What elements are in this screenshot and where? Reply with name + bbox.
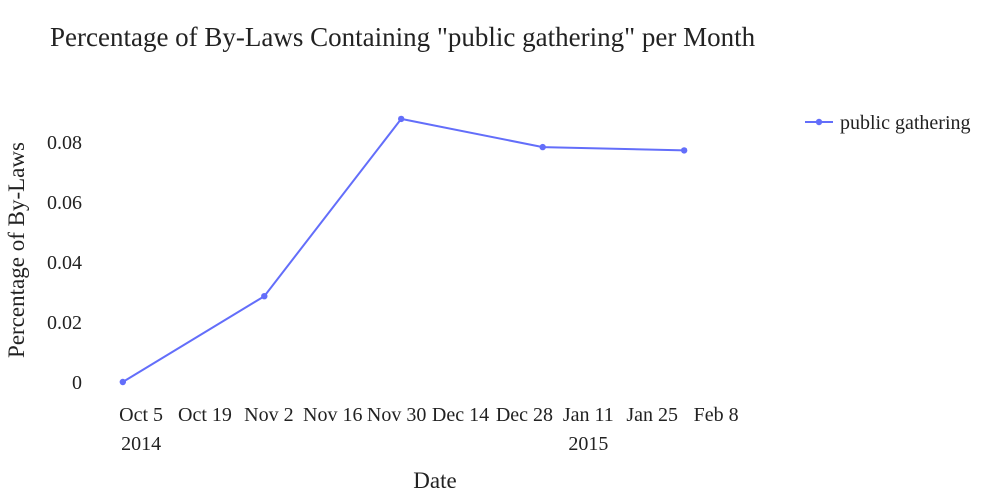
x-tick-label: Dec 28 [496, 404, 553, 426]
x-axis-ticks: Oct 5 2014 Oct 19 Nov 2 Nov 16 Nov 30 Dec 14 De… [119, 404, 738, 455]
data-point [398, 115, 405, 123]
x-tick-label: Jan 25 [626, 404, 678, 426]
legend[interactable]: public gathering [805, 112, 971, 134]
x-tick-label: Nov 2 [244, 404, 293, 426]
legend-marker [815, 118, 823, 126]
x-tick-label: Nov 16 [303, 404, 362, 426]
y-axis-ticks: 0 0.02 0.04 0.06 0.08 [47, 132, 82, 394]
data-point [261, 293, 268, 300]
x-tick-label: Oct 19 [178, 404, 232, 426]
y-tick-label: 0.04 [47, 252, 82, 274]
chart-title: Percentage of By-Laws Containing "public… [50, 22, 756, 52]
x-axis-title: Date [413, 468, 456, 493]
legend-label: public gathering [840, 112, 971, 134]
y-tick-label: 0 [72, 372, 82, 394]
x-tick-label: Jan 11 [563, 404, 614, 426]
y-tick-label: 0.06 [47, 192, 82, 214]
series-layer [119, 115, 688, 386]
x-tick-year-label: 2015 [568, 433, 608, 455]
data-point [119, 378, 127, 386]
x-tick-year-label: 2014 [121, 433, 161, 455]
y-axis-title: Percentage of By-Laws [4, 142, 29, 358]
y-tick-label: 0.02 [47, 312, 82, 334]
y-tick-label: 0.08 [47, 132, 82, 154]
x-tick-label: Feb 8 [694, 404, 739, 426]
x-tick-label: Oct 5 [119, 404, 163, 426]
data-point [539, 143, 546, 151]
data-point [680, 147, 688, 154]
x-tick-label: Dec 14 [432, 404, 489, 426]
x-tick-label: Nov 30 [367, 404, 426, 426]
series-line [122, 117, 685, 383]
